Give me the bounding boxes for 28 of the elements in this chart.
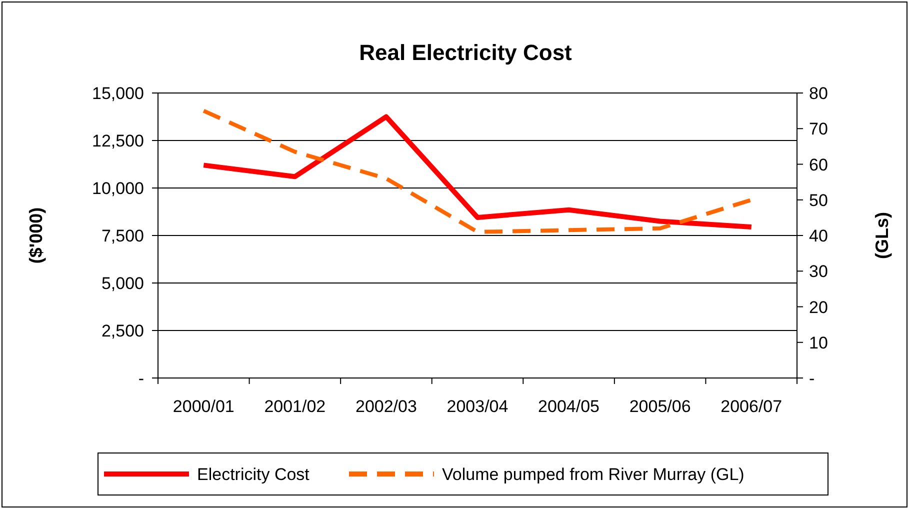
x-tick-label: 2004/05 [538, 397, 600, 416]
y-axis-title: ($'000) [26, 207, 46, 264]
y2-tick-label: 10 [809, 333, 828, 352]
y2-tick-label: 60 [809, 155, 828, 174]
y2-tick-label: 30 [809, 262, 828, 282]
y2-tick-label: 40 [809, 226, 828, 246]
y-tick-label: 12,500 [92, 132, 144, 150]
x-tick-label: 2001/02 [264, 397, 326, 416]
y2-tick-label: 50 [809, 190, 828, 210]
x-tick-label: 2005/06 [629, 397, 691, 416]
y-tick-label: 10,000 [92, 179, 144, 198]
y-tick-label: 2,500 [101, 322, 144, 340]
y-tick-label: 7,500 [101, 226, 144, 246]
chart-title: Real Electricity Cost [359, 40, 573, 65]
legend-label: Electricity Cost [197, 465, 310, 484]
y-tick-label: 5,000 [101, 274, 144, 293]
y2-axis-title: (GLs) [872, 212, 892, 259]
y2-tick-label: 80 [809, 84, 828, 103]
x-tick-label: 2002/03 [355, 397, 417, 416]
legend-label: Volume pumped from River Murray (GL) [442, 465, 744, 484]
y-tick-label: - [138, 369, 144, 388]
x-tick-label: 2000/01 [172, 397, 234, 416]
x-tick-label: 2006/07 [720, 397, 782, 416]
y2-tick-label: - [809, 369, 815, 388]
y-tick-label: 15,000 [92, 84, 144, 103]
x-tick-label: 2003/04 [446, 397, 508, 416]
y2-tick-label: 20 [809, 298, 828, 317]
y2-tick-label: 70 [809, 120, 828, 139]
